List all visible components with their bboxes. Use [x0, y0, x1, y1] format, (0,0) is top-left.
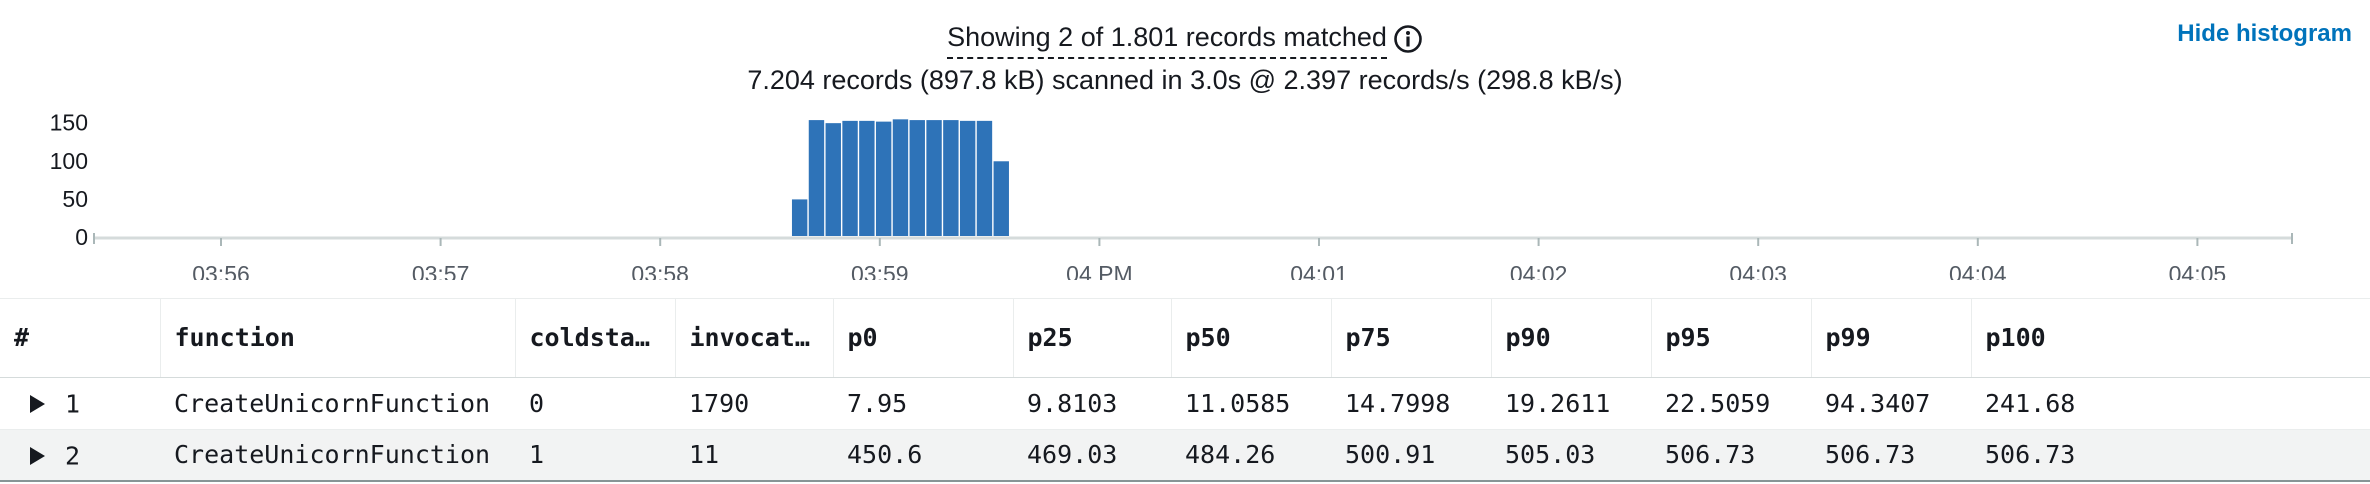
x-tick-label: 03:57: [412, 261, 470, 280]
column-header[interactable]: #: [0, 299, 161, 378]
info-icon[interactable]: [1393, 24, 1423, 54]
column-header[interactable]: invocat…: [675, 299, 834, 378]
table-cell: 505.03: [1491, 429, 1651, 482]
expand-row-icon[interactable]: [30, 446, 45, 465]
table-cell: 506.73: [1971, 429, 2370, 482]
table-cell: 1: [515, 429, 675, 482]
table-row[interactable]: 1 CreateUnicornFunction 0 1790 7.95 9.8103 11.…: [0, 377, 2370, 430]
x-tick-label: 04 PM: [1066, 261, 1132, 280]
x-tick-label: 03:58: [631, 261, 689, 280]
x-tick-label: 04:03: [1729, 261, 1787, 280]
table-row[interactable]: 2 CreateUnicornFunction 1 11 450.6 469.03 484.…: [0, 429, 2370, 482]
histogram: 0 50 100 150 03:56 03:57 03:58 03:59 04 PM 04:01 0…: [0, 100, 2370, 287]
y-tick-label: 100: [50, 148, 88, 174]
table-cell: 506.73: [1651, 429, 1811, 482]
row-index-cell: 2: [0, 429, 160, 482]
table-cell: 484.26: [1171, 429, 1331, 482]
histogram-bar: [791, 199, 808, 236]
column-header[interactable]: p50: [1171, 299, 1332, 378]
column-header[interactable]: p75: [1331, 299, 1492, 378]
table-cell: 241.68: [1971, 377, 2370, 430]
row-index-cell: 1: [0, 377, 160, 430]
expand-row-icon[interactable]: [30, 394, 45, 413]
y-tick-label: 50: [62, 186, 88, 212]
records-matched-text: Showing 2 of 1.801 records matched: [947, 18, 1387, 59]
x-tick-label: 04:01: [1290, 261, 1348, 280]
table-header-row: # function coldsta… invocat… p0 p25 p50 p75 p90 p…: [0, 299, 2370, 378]
table-cell: CreateUnicornFunction: [160, 377, 515, 430]
histogram-bar: [842, 120, 858, 236]
column-header[interactable]: p95: [1651, 299, 1812, 378]
table-cell: 14.7998: [1331, 377, 1491, 430]
x-tick-label: 03:59: [851, 261, 909, 280]
row-index: 2: [65, 441, 81, 470]
histogram-bar: [926, 120, 942, 236]
table-cell: 469.03: [1013, 429, 1171, 482]
row-index: 1: [65, 389, 81, 419]
results-table: # function coldsta… invocat… p0 p25 p50 p75 p90 p…: [0, 299, 2370, 482]
table-cell: CreateUnicornFunction: [160, 429, 515, 482]
table-cell: 1790: [675, 377, 833, 430]
query-summary: Showing 2 of 1.801 records matched 7.204…: [0, 18, 2370, 99]
histogram-bar: [825, 123, 841, 236]
column-header[interactable]: coldsta…: [515, 299, 676, 378]
column-header[interactable]: p0: [833, 299, 1014, 378]
table-cell: 11: [675, 429, 833, 482]
x-tick-label: 04:05: [2169, 261, 2227, 280]
table-cell: 0: [515, 377, 675, 430]
table-cell: 22.5059: [1651, 377, 1811, 430]
column-header[interactable]: function: [160, 299, 516, 378]
histogram-chart: 0 50 100 150 03:56 03:57 03:58 03:59 04 PM 04:01 0…: [50, 110, 2293, 287]
histogram-bar: [909, 120, 925, 236]
histogram-bar: [875, 121, 892, 236]
column-header[interactable]: p25: [1013, 299, 1172, 378]
x-tick-label: 03:56: [192, 261, 250, 280]
y-tick-label: 0: [75, 224, 88, 250]
column-header[interactable]: p99: [1811, 299, 1972, 378]
hide-histogram-link[interactable]: Hide histogram: [2177, 20, 2352, 47]
column-header[interactable]: p90: [1491, 299, 1652, 378]
histogram-bar: [892, 119, 909, 236]
table-cell: 19.2611: [1491, 377, 1651, 430]
histogram-bar: [859, 120, 875, 236]
results-table-container: # function coldsta… invocat… p0 p25 p50 p75 p90 p…: [0, 298, 2370, 484]
histogram-bar: [959, 120, 976, 236]
histogram-bar: [808, 120, 825, 236]
histogram-bar: [993, 161, 1009, 236]
table-cell: 9.8103: [1013, 377, 1171, 430]
matched-line: Showing 2 of 1.801 records matched: [947, 18, 1423, 59]
table-cell: 7.95: [833, 377, 1013, 430]
x-tick-label: 04:04: [1949, 261, 2007, 280]
y-tick-label: 150: [50, 110, 88, 136]
table-cell: 506.73: [1811, 429, 1971, 482]
table-cell: 11.0585: [1171, 377, 1331, 430]
table-cell: 94.3407: [1811, 377, 1971, 430]
histogram-bar: [943, 120, 959, 236]
records-scanned-text: 7.204 records (897.8 kB) scanned in 3.0s…: [747, 65, 1623, 95]
table-cell: 450.6: [833, 429, 1013, 482]
column-header[interactable]: p100: [1971, 299, 2370, 378]
x-tick-label: 04:02: [1510, 261, 1568, 280]
histogram-bar: [976, 120, 993, 236]
table-cell: 500.91: [1331, 429, 1491, 482]
